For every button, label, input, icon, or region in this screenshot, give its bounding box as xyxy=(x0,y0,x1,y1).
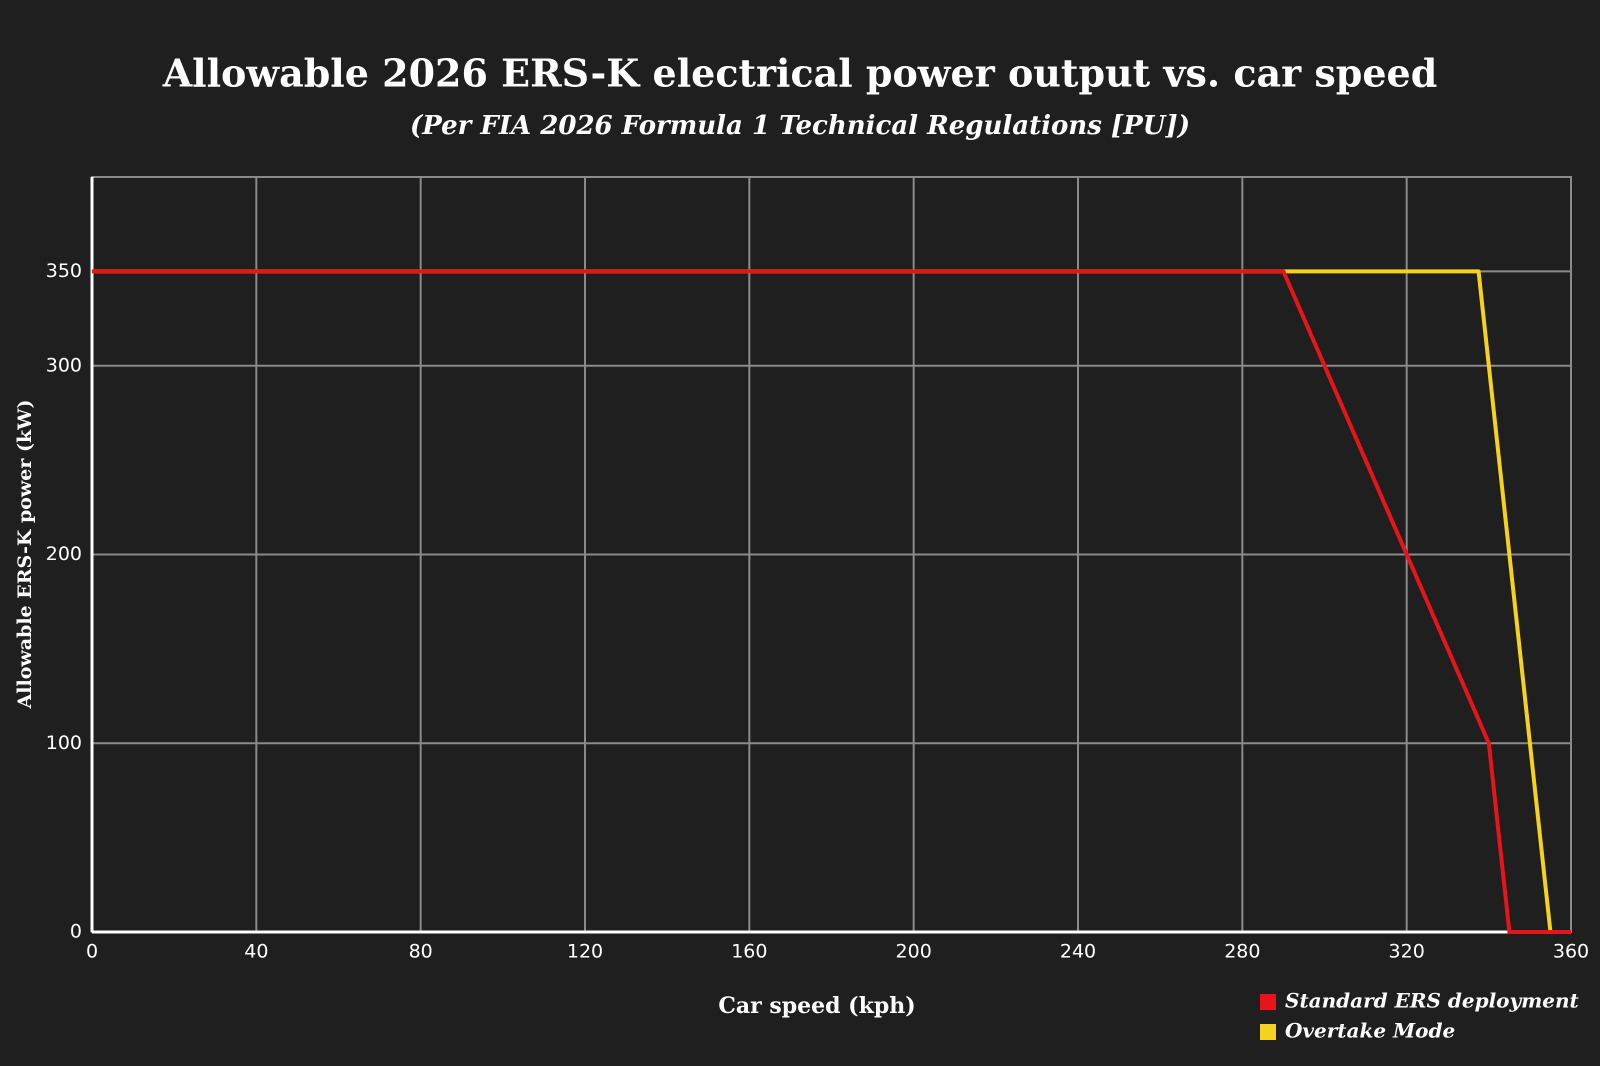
y-tick-label: 350 xyxy=(46,260,82,282)
x-tick-label: 120 xyxy=(567,941,603,963)
x-tick-label: 0 xyxy=(86,941,98,963)
y-tick-label: 300 xyxy=(46,354,82,376)
line-series xyxy=(92,269,1571,934)
y-axis-label: Allowable ERS-K power (kW) xyxy=(14,400,36,710)
x-tick-label: 200 xyxy=(896,941,932,963)
chart-title: Allowable 2026 ERS-K electrical power ou… xyxy=(162,51,1438,96)
x-tick-label: 360 xyxy=(1553,941,1589,963)
y-tick-label: 200 xyxy=(46,543,82,565)
x-axis-label: Car speed (kph) xyxy=(718,993,915,1019)
legend-label: Standard ERS deployment xyxy=(1285,989,1580,1013)
x-tick-label: 320 xyxy=(1389,941,1425,963)
legend-label: Overtake Mode xyxy=(1285,1019,1455,1043)
legend-swatch xyxy=(1260,994,1276,1010)
x-tick-label: 80 xyxy=(409,941,433,963)
y-tick-label: 0 xyxy=(70,921,82,943)
legend-swatch xyxy=(1260,1024,1276,1040)
x-tick-label: 280 xyxy=(1224,941,1260,963)
x-tick-label: 240 xyxy=(1060,941,1096,963)
chart-subtitle: (Per FIA 2026 Formula 1 Technical Regula… xyxy=(410,111,1190,141)
y-tick-label: 100 xyxy=(46,732,82,754)
x-tick-label: 160 xyxy=(731,941,767,963)
x-tick-label: 40 xyxy=(244,941,268,963)
